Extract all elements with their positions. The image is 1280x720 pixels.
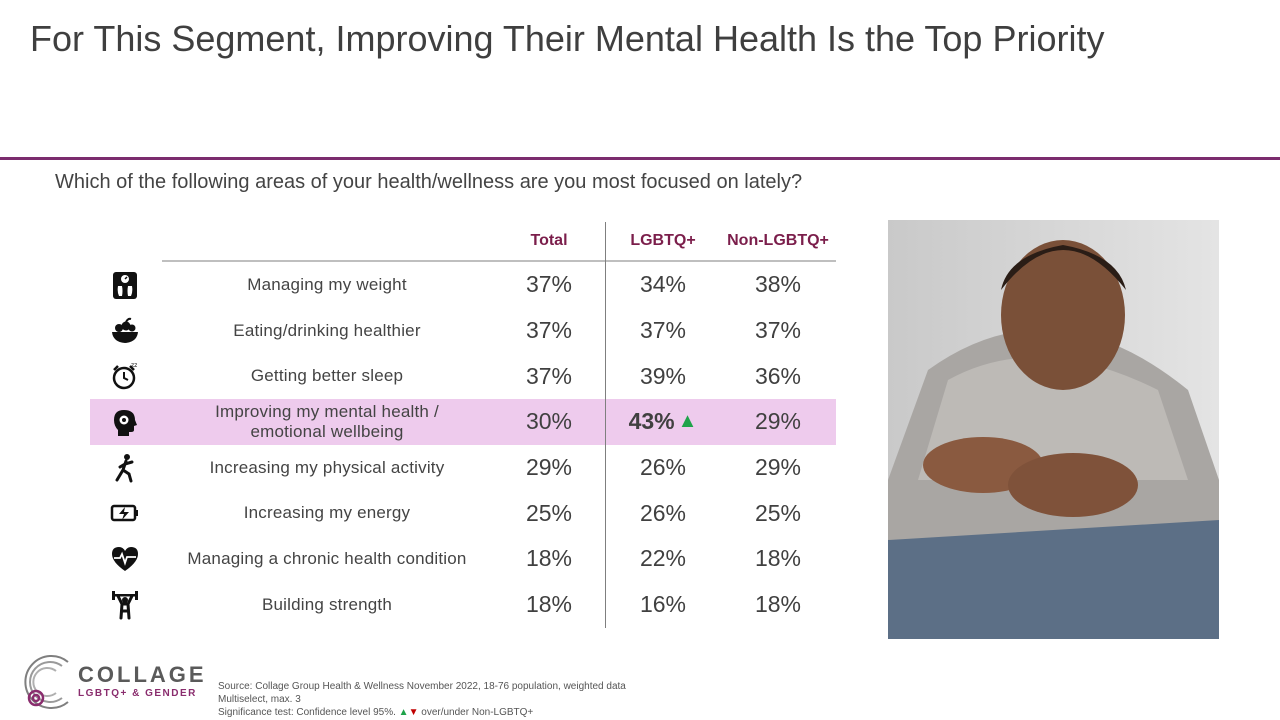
value-text: 16%	[639, 591, 687, 618]
value-cell-non: 29%	[723, 399, 833, 445]
value-cell-non: 37%	[723, 308, 833, 354]
source-note: Source: Collage Group Health & Wellness …	[218, 681, 626, 692]
page-title: For This Segment, Improving Their Mental…	[30, 18, 1105, 59]
value-cell-lgbtq: 43% ▲	[608, 399, 718, 445]
value-text: 29%	[754, 408, 802, 435]
value-cell-lgbtq: 26%	[608, 445, 718, 491]
photo-pensive-man	[888, 220, 1219, 639]
title-divider	[0, 157, 1280, 160]
value-text: 30%	[525, 408, 573, 435]
value-text: 25%	[525, 499, 573, 526]
header-divider	[162, 260, 836, 262]
value-cell-lgbtq: 22%	[608, 536, 718, 582]
row-label: Managing a chronic health condition	[187, 548, 467, 568]
table-rows: Managing my weight 37% 34% 38% Eating/drinki…	[90, 262, 836, 628]
value-text: 18%	[525, 591, 573, 618]
weightlifter-icon	[110, 590, 140, 620]
value-text: 18%	[525, 545, 573, 572]
logo-wordmark: COLLAGE	[78, 662, 207, 687]
alarm-clock-icon: zz	[110, 361, 140, 391]
value-cell-total: 37%	[494, 353, 604, 399]
up-arrow-icon: ▲	[398, 707, 409, 718]
value-cell-non: 36%	[723, 353, 833, 399]
column-header-lgbtq: LGBTQ+	[630, 232, 696, 249]
value-text: 37%	[525, 362, 573, 389]
value-cell-total: 18%	[494, 582, 604, 628]
value-text: 38%	[754, 271, 802, 298]
value-text: 22%	[639, 545, 687, 572]
logo-subtitle: LGBTQ+ & GENDER	[78, 688, 197, 699]
value-cell-non: 18%	[723, 536, 833, 582]
row-label: Managing my weight	[247, 274, 407, 294]
head-brain-icon	[110, 407, 140, 437]
value-cell-non: 38%	[723, 262, 833, 308]
value-cell-non: 29%	[723, 445, 833, 491]
value-cell-total: 37%	[494, 308, 604, 354]
battery-charging-icon	[110, 498, 140, 528]
value-cell-total: 25%	[494, 490, 604, 536]
value-cell-total: 30%	[494, 399, 604, 445]
value-text: 36%	[754, 362, 802, 389]
value-cell-total: 18%	[494, 536, 604, 582]
value-text: 25%	[754, 499, 802, 526]
value-text: 29%	[525, 454, 573, 481]
table-row: Managing a chronic health condition 18% 22…	[90, 536, 836, 582]
row-label: Increasing my physical activity	[209, 457, 445, 477]
survey-question: Which of the following areas of your hea…	[55, 171, 803, 193]
value-cell-total: 29%	[494, 445, 604, 491]
value-cell-lgbtq: 39%	[608, 353, 718, 399]
value-text: 37%	[754, 317, 802, 344]
table-row: Building strength 18% 16% 18%	[90, 582, 836, 628]
table-header: Total LGBTQ+ Non-LGBTQ+	[90, 222, 836, 262]
svg-text:zz: zz	[131, 362, 137, 369]
table-row: Eating/drinking healthier 37% 37% 37%	[90, 308, 836, 354]
column-divider	[605, 222, 606, 628]
value-text: 26%	[639, 499, 687, 526]
column-header-total: Total	[530, 232, 568, 249]
value-cell-non: 25%	[723, 490, 833, 536]
column-header-non-lgbtq: Non-LGBTQ+	[727, 232, 829, 249]
table-row: Managing my weight 37% 34% 38%	[90, 262, 836, 308]
multiselect-note: Multiselect, max. 3	[218, 694, 301, 705]
heart-pulse-icon	[110, 544, 140, 574]
value-text: 37%	[639, 317, 687, 344]
value-text: 43%	[628, 408, 675, 435]
row-label: Building strength	[261, 594, 393, 614]
table-row: Increasing my energy 25% 26% 25%	[90, 490, 836, 536]
value-text: 26%	[639, 454, 687, 481]
value-text: 18%	[754, 591, 802, 618]
scale-icon	[110, 270, 140, 300]
value-text: 37%	[525, 271, 573, 298]
running-person-icon	[110, 453, 140, 483]
row-label: Eating/drinking healthier	[233, 320, 421, 340]
row-label: Getting better sleep	[250, 366, 404, 386]
row-label: Increasing my energy	[243, 503, 411, 523]
significance-note: Significance test: Confidence level 95%.…	[218, 707, 534, 718]
table-row: Improving my mental health / emotional w…	[90, 399, 836, 445]
footnotes: Source: Collage Group Health & Wellness …	[218, 680, 626, 719]
fruit-bowl-icon	[110, 316, 140, 346]
value-text: 29%	[754, 454, 802, 481]
value-cell-lgbtq: 34%	[608, 262, 718, 308]
value-cell-total: 37%	[494, 262, 604, 308]
table-row: Increasing my physical activity 29% 26% 29%	[90, 445, 836, 491]
results-table: Total LGBTQ+ Non-LGBTQ+ Managing my weig…	[90, 222, 836, 628]
row-label: Improving my mental health / emotional w…	[215, 401, 439, 441]
photo-illustration	[888, 220, 1219, 639]
significance-up-icon: ▲	[677, 410, 698, 433]
value-cell-lgbtq: 37%	[608, 308, 718, 354]
down-arrow-icon: ▼	[408, 707, 419, 718]
value-text: 37%	[525, 317, 573, 344]
value-text: 39%	[639, 362, 687, 389]
value-cell-non: 18%	[723, 582, 833, 628]
value-text: 18%	[754, 545, 802, 572]
collage-logo-mark	[24, 655, 69, 709]
value-text: 34%	[639, 271, 687, 298]
value-cell-lgbtq: 26%	[608, 490, 718, 536]
value-cell-lgbtq: 16%	[608, 582, 718, 628]
table-row: zz Getting better sleep 37% 39% 36%	[90, 353, 836, 399]
